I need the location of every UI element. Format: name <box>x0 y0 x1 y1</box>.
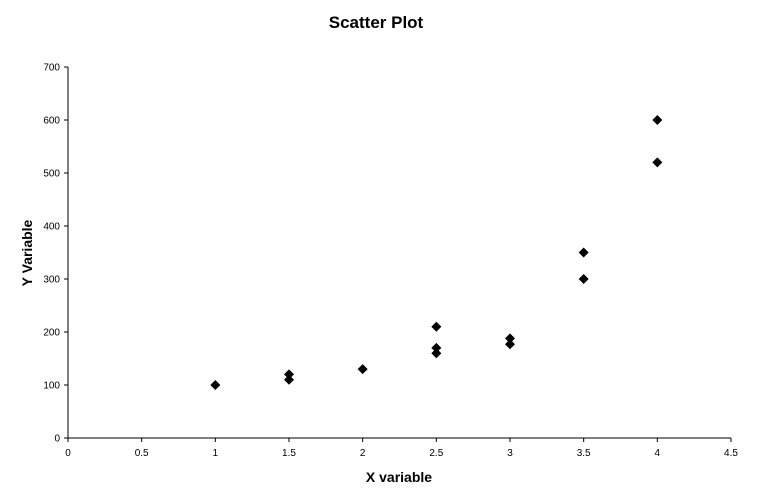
y-tick-label: 600 <box>43 116 60 127</box>
data-point <box>431 342 442 353</box>
x-axis-ticks: 0 0.5 1 1.5 2 2.5 3 3.5 4 4.5 <box>65 438 738 459</box>
x-tick-label: 4.5 <box>724 448 738 459</box>
data-point <box>652 115 663 125</box>
x-tick-label: 0 <box>65 448 71 459</box>
x-axis-title: X variable <box>366 469 432 485</box>
data-point <box>505 339 515 350</box>
data-points <box>210 115 663 390</box>
y-tick-label: 700 <box>43 63 60 74</box>
x-tick-label: 2 <box>360 448 366 459</box>
data-point <box>284 369 294 380</box>
x-tick-label: 1.5 <box>282 448 296 459</box>
data-point <box>357 364 368 375</box>
y-axis-title: Y Variable <box>19 219 35 286</box>
y-tick-label: 400 <box>43 222 60 233</box>
data-point <box>210 380 221 390</box>
data-point <box>652 157 663 168</box>
data-point <box>284 374 294 385</box>
y-tick-label: 500 <box>43 169 60 180</box>
x-tick-label: 2.5 <box>429 448 443 459</box>
data-point <box>578 247 589 258</box>
y-tick-label: 0 <box>54 434 60 445</box>
data-point <box>431 348 442 359</box>
y-tick-label: 200 <box>43 328 60 339</box>
y-tick-label: 100 <box>43 381 60 392</box>
data-point <box>578 274 589 284</box>
y-tick-label: 300 <box>43 275 60 286</box>
x-tick-label: 4 <box>655 448 661 459</box>
x-tick-label: 1 <box>213 448 219 459</box>
chart-title: Scatter Plot <box>329 13 424 32</box>
x-tick-label: 3.5 <box>577 448 591 459</box>
x-tick-label: 3 <box>507 448 513 459</box>
data-point <box>505 333 515 344</box>
plot-area: 0 0.5 1 1.5 2 2.5 3 3.5 4 4.5 0 100 200 300 400 500 600… <box>43 63 738 460</box>
y-axis-ticks: 0 100 200 300 400 500 600 700 <box>43 63 68 445</box>
x-tick-label: 0.5 <box>135 448 149 459</box>
data-point <box>431 321 442 332</box>
